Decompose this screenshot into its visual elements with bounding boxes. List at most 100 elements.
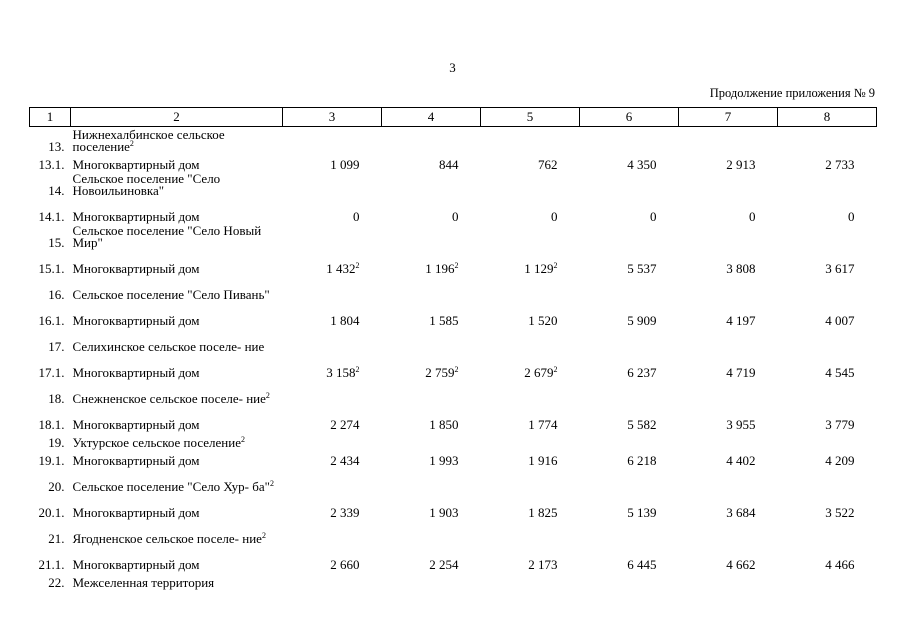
section-row: 18. Снежненское сельское поселе- ние2	[30, 379, 877, 406]
row-number: 20.1.	[38, 505, 65, 520]
cell-value: 3 158	[326, 365, 356, 380]
row-number: 16.	[48, 287, 65, 302]
header-cell: 7	[678, 107, 778, 127]
cell-value: 4 209	[825, 453, 855, 468]
cell-value: 0	[353, 209, 360, 224]
cell-value: 1 804	[330, 313, 360, 328]
row-number: 14.	[48, 183, 65, 198]
cell-value: 4 466	[825, 557, 855, 572]
footnote-mark: 2	[355, 365, 360, 374]
header-row: 1 2 3 4 5 6 7 8	[29, 107, 877, 127]
row-number: 19.	[48, 435, 65, 450]
row-name: Многоквартирный дом	[72, 417, 200, 432]
section-row: 21. Ягодненское сельское поселе- ние2	[30, 519, 877, 546]
data-table: 1 2 3 4 5 6 7 8 13. Нижнехалбинское сельс…	[29, 107, 877, 589]
row-name: Нижнехалбинское сельское поселение	[72, 127, 225, 154]
row-name: Сельское поселение "Село Новоильиновка"	[72, 171, 221, 198]
cell-value: 5 139	[627, 505, 657, 520]
cell-value: 2 679	[524, 365, 554, 380]
cell-value: 2 660	[330, 557, 360, 572]
cell-value: 1 099	[330, 157, 360, 172]
cell-value: 4 350	[627, 157, 657, 172]
row-name: Межселенная территория	[72, 575, 215, 590]
row-name: Многоквартирный дом	[72, 365, 200, 380]
header-cell: 5	[480, 107, 580, 127]
row-number: 15.1.	[38, 261, 65, 276]
footnote-mark: 2	[265, 391, 270, 400]
section-row: 13. Нижнехалбинское сельское поселение2	[30, 127, 877, 154]
table-row: 18.1. Многоквартирный дом 2 274 1 850 1 774 5…	[30, 405, 877, 431]
cell-value: 2 254	[429, 557, 459, 572]
cell-value: 0	[650, 209, 657, 224]
header-cell: 3	[282, 107, 382, 127]
table-row: 19.1. Многоквартирный дом 2 434 1 993 1 916 6…	[30, 449, 877, 467]
row-number: 13.	[48, 139, 65, 154]
table-row: 16.1. Многоквартирный дом 1 804 1 585 1 520 5…	[30, 301, 877, 327]
cell-value: 3 684	[726, 505, 756, 520]
footnote-mark: 2	[454, 365, 459, 374]
cell-value: 3 779	[825, 417, 855, 432]
row-number: 16.1.	[38, 313, 65, 328]
cell-value: 5 909	[627, 313, 657, 328]
table-row: 17.1. Многоквартирный дом 3 1582 2 7592 2 67…	[30, 353, 877, 380]
cell-value: 2 733	[825, 157, 855, 172]
row-number: 20.	[48, 479, 65, 494]
cell-value: 1 916	[528, 453, 558, 468]
row-number: 17.	[48, 339, 65, 354]
footnote-mark: 2	[240, 435, 245, 444]
cell-value: 5 582	[627, 417, 657, 432]
row-number: 13.1.	[38, 157, 65, 172]
cell-value: 0	[749, 209, 756, 224]
row-name: Многоквартирный дом	[72, 157, 200, 172]
section-row: 15. Сельское поселение "Село Новый Мир"	[30, 223, 877, 249]
table-row: 14.1. Многоквартирный дом 0 0 0 0 0 0	[30, 197, 877, 223]
cell-value: 4 007	[825, 313, 855, 328]
row-name: Уктурское сельское поселение	[72, 435, 241, 450]
header-cell: 4	[381, 107, 481, 127]
header-cell: 8	[777, 107, 877, 127]
cell-value: 4 402	[726, 453, 756, 468]
cell-value: 1 585	[429, 313, 459, 328]
table-row: 20.1. Многоквартирный дом 2 339 1 903 1 825 5…	[30, 493, 877, 519]
header-cell: 6	[579, 107, 679, 127]
table-row: 13.1. Многоквартирный дом 1 099 844 762 4 350…	[30, 153, 877, 171]
section-row: 16. Сельское поселение "Село Пивань"	[30, 275, 877, 301]
cell-value: 3 522	[825, 505, 855, 520]
cell-value: 6 445	[627, 557, 657, 572]
continuation-label: Продолжение приложения № 9	[709, 86, 875, 100]
row-number: 18.	[48, 391, 65, 406]
row-name: Многоквартирный дом	[72, 505, 200, 520]
footnote-mark: 2	[261, 531, 266, 540]
row-name: Сельское поселение "Село Пивань"	[72, 287, 270, 302]
row-name: Ягодненское сельское поселе- ние	[72, 531, 262, 546]
cell-value: 4 197	[726, 313, 756, 328]
row-name: Сельское поселение "Село Новый Мир"	[72, 223, 262, 250]
cell-value: 2 434	[330, 453, 360, 468]
header-cell: 1	[29, 107, 71, 127]
cell-value: 2 913	[726, 157, 756, 172]
footnote-mark: 2	[129, 139, 134, 148]
cell-value: 1 850	[429, 417, 459, 432]
row-number: 14.1.	[38, 209, 65, 224]
row-name: Многоквартирный дом	[72, 261, 200, 276]
cell-value: 1 825	[528, 505, 558, 520]
row-number: 18.1.	[38, 417, 65, 432]
footnote-mark: 2	[454, 261, 459, 270]
cell-value: 1 774	[528, 417, 558, 432]
row-name: Многоквартирный дом	[72, 453, 200, 468]
cell-value: 1 432	[326, 261, 356, 276]
cell-value: 4 719	[726, 365, 756, 380]
cell-value: 1 520	[528, 313, 558, 328]
section-row: 17. Селихинское сельское поселе- ние	[30, 327, 877, 353]
cell-value: 1 993	[429, 453, 459, 468]
footnote-mark: 2	[553, 261, 558, 270]
cell-value: 6 218	[627, 453, 657, 468]
footnote-mark: 2	[269, 479, 274, 488]
section-row: 14. Сельское поселение "Село Новоильиновк…	[30, 171, 877, 197]
section-row: 20. Сельское поселение "Село Хур- ба"2	[30, 467, 877, 494]
cell-value: 2 759	[425, 365, 455, 380]
table-row: 21.1. Многоквартирный дом 2 660 2 254 2 173 6…	[30, 545, 877, 571]
row-number: 17.1.	[38, 365, 65, 380]
row-name: Селихинское сельское поселе- ние	[72, 339, 265, 354]
cell-value: 1 903	[429, 505, 459, 520]
